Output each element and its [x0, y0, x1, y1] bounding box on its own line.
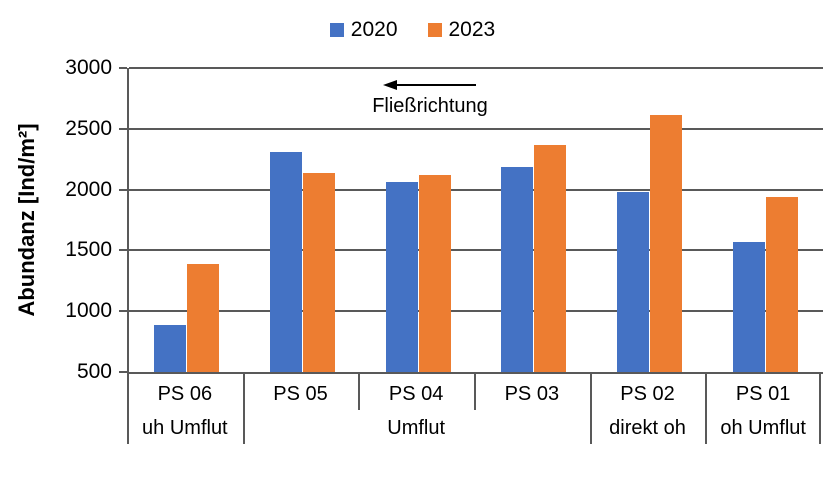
x-group-label: Umflut: [387, 417, 446, 439]
bar-2023-ps01: [765, 196, 798, 372]
y-tick-label: 2500: [65, 116, 112, 140]
chart-legend: 2020 2023: [0, 18, 825, 42]
y-tick-label: 500: [76, 360, 112, 383]
bar-2020-ps01: [732, 241, 765, 372]
bar-2020-ps04: [385, 182, 418, 372]
axis-divider: [127, 372, 129, 444]
y-tick-label: 1000: [65, 299, 112, 323]
x-category-label: PS 01: [735, 383, 791, 405]
bar-2020-ps03: [501, 166, 534, 372]
legend-label: 2023: [448, 18, 496, 41]
y-tick-mark: [119, 371, 127, 373]
bar-2023-ps02: [650, 115, 682, 372]
y-tick-label: 2000: [65, 177, 112, 201]
x-category-label: PS 02: [620, 383, 675, 405]
bar-2020-ps05: [270, 151, 302, 372]
y-tick-mark: [119, 188, 127, 191]
x-category-label: PS 05: [273, 383, 328, 405]
y-tick-label: 1500: [65, 238, 112, 262]
x-group-label: uh Umflut: [142, 417, 228, 439]
y-tick-mark: [119, 310, 127, 313]
x-group-label: direkt oh: [609, 417, 686, 439]
axis-divider: [819, 372, 821, 444]
bar-2023-ps04: [418, 175, 451, 372]
legend-item: 2023: [427, 18, 496, 42]
axis-divider: [474, 372, 476, 410]
axis-divider: [589, 372, 592, 444]
x-category-label: PS 03: [504, 383, 560, 405]
gridline: [129, 67, 823, 69]
gridline: [129, 249, 823, 252]
x-category-label: PS 04: [388, 383, 444, 405]
x-group-label: oh Umflut: [720, 417, 806, 439]
y-tick-mark: [119, 67, 127, 69]
bar-2023-ps03: [534, 144, 567, 372]
bar-2023-ps05: [303, 172, 335, 372]
bar-2020-ps06: [154, 324, 187, 372]
y-tick-mark: [119, 249, 127, 252]
gridline: [129, 127, 823, 130]
gridline: [129, 310, 823, 313]
y-tick-mark: [119, 127, 127, 130]
bar-2020-ps02: [617, 192, 649, 372]
flow-direction-label: Fließrichtung: [372, 95, 488, 117]
axis-divider: [242, 372, 245, 444]
x-category-label: PS 06: [157, 383, 213, 405]
legend-swatch: [329, 23, 344, 37]
legend-item: 2020: [329, 18, 398, 42]
axis-divider: [358, 372, 361, 410]
axis-divider: [705, 372, 708, 444]
y-tick-label: 3000: [65, 56, 112, 79]
gridline: [129, 188, 823, 191]
legend-label: 2020: [350, 18, 398, 41]
plot-area: Fließrichtung: [127, 67, 823, 374]
y-axis-title: Abundanz [Ind/m²]: [14, 123, 39, 317]
legend-swatch: [427, 23, 442, 37]
left-arrow-icon: [382, 80, 476, 90]
flow-direction-annotation: Fließrichtung: [370, 78, 490, 118]
bar-2023-ps06: [187, 263, 220, 372]
